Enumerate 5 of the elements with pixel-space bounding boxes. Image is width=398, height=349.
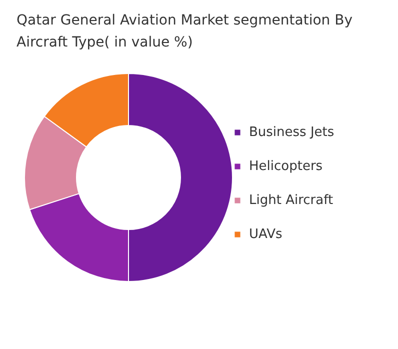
legend-label: Business Jets xyxy=(249,124,334,140)
chart-title: Qatar General Aviation Market segmentation By Aircraft Type( in value %) xyxy=(16,12,352,50)
legend-label: UAVs xyxy=(249,226,282,242)
legend-label: Light Aircraft xyxy=(249,192,334,208)
legend-label: Helicopters xyxy=(249,158,323,174)
